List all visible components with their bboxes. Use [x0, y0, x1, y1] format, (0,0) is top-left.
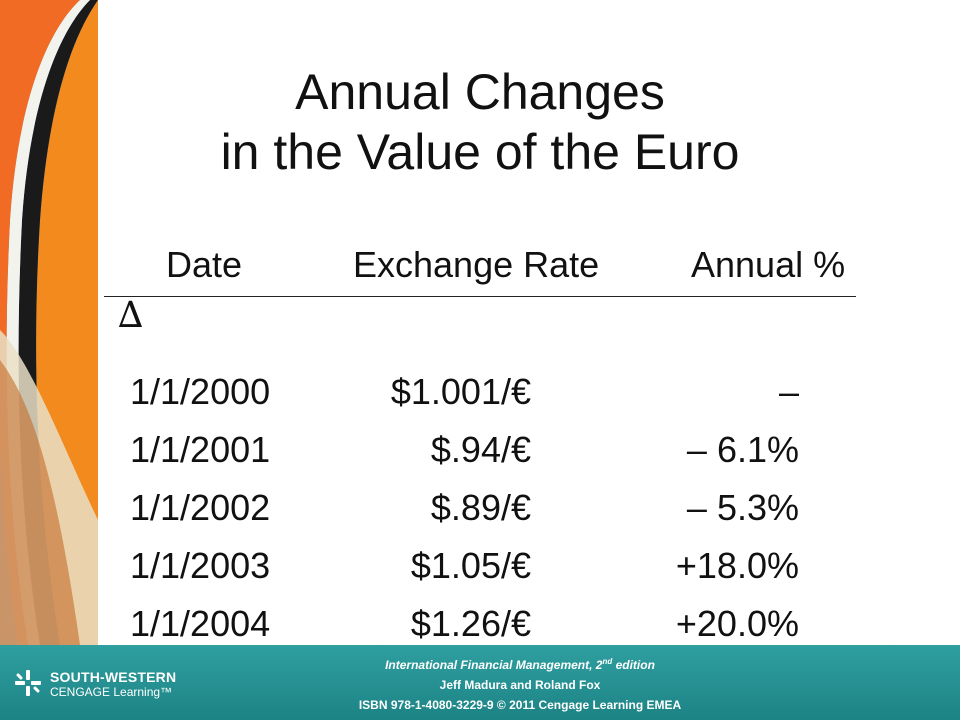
- table-row: 1/1/2003 $1.05/€ +18.0%: [0, 544, 960, 602]
- book-authors: Jeff Madura and Roland Fox: [439, 678, 601, 692]
- title-line-1: Annual Changes: [295, 64, 665, 120]
- header-annual-pct: Annual %: [691, 244, 846, 285]
- cell-date: 1/1/2004: [130, 603, 271, 644]
- cell-exchange-rate: $.94/€: [430, 429, 531, 470]
- cell-date: 1/1/2003: [130, 545, 271, 586]
- table-row: 1/1/2001 $.94/€ – 6.1%: [0, 428, 960, 486]
- table-row: 1/1/2000 $1.001/€ –: [0, 370, 960, 428]
- cell-annual-change: –: [778, 371, 799, 412]
- logo-south-western: SOUTH-WESTERN: [50, 669, 177, 685]
- publisher-logo: SOUTH-WESTERN CENGAGE Learning™: [14, 667, 189, 701]
- cell-date: 1/1/2002: [130, 487, 271, 528]
- footer-bar: SOUTH-WESTERN CENGAGE Learning™ Internat…: [0, 645, 960, 720]
- book-title: International Financial Management, 2nd …: [385, 657, 655, 672]
- cell-exchange-rate: $1.001/€: [390, 371, 531, 412]
- cell-exchange-rate: $1.26/€: [410, 603, 531, 644]
- cell-date: 1/1/2001: [130, 429, 271, 470]
- cell-annual-change: – 5.3%: [686, 487, 799, 528]
- slide-title: Annual Changes in the Value of the Euro: [100, 62, 860, 182]
- cengage-star-icon: [15, 670, 41, 696]
- cell-annual-change: +18.0%: [675, 545, 799, 586]
- title-line-2: in the Value of the Euro: [220, 124, 740, 180]
- header-exchange-rate: Exchange Rate: [353, 244, 600, 285]
- cell-annual-change: – 6.1%: [686, 429, 799, 470]
- header-divider: [104, 296, 856, 297]
- cell-exchange-rate: $.89/€: [430, 487, 531, 528]
- cell-annual-change: +20.0%: [675, 603, 799, 644]
- logo-cengage-learning: CENGAGE Learning™: [50, 685, 173, 699]
- decorative-kite-image: [0, 0, 98, 645]
- cell-date: 1/1/2000: [130, 371, 271, 412]
- header-date: Date: [166, 244, 243, 285]
- cell-exchange-rate: $1.05/€: [410, 545, 531, 586]
- header-delta-symbol: ∆: [118, 295, 144, 336]
- table-row: 1/1/2002 $.89/€ – 5.3%: [0, 486, 960, 544]
- book-isbn: ISBN 978-1-4080-3229-9 © 2011 Cengage Le…: [358, 698, 682, 712]
- edition-superscript: nd: [602, 657, 613, 666]
- table-row: 1/1/2004 $1.26/€ +20.0%: [0, 602, 960, 660]
- book-credits: International Financial Management, 2nd …: [300, 652, 740, 715]
